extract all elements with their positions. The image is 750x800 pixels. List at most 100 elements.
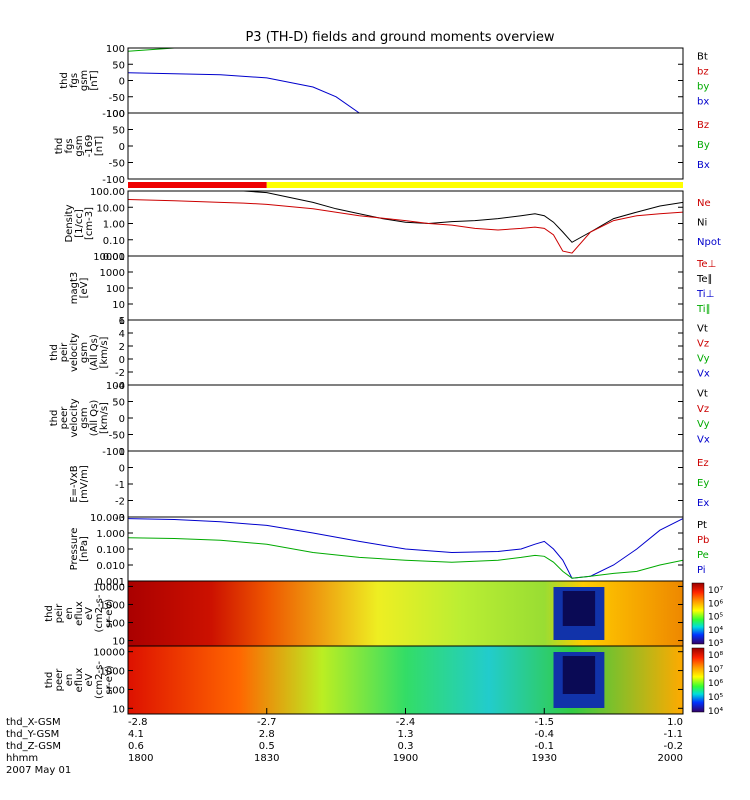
- panel-magt3: 10000 1000 100 10 1 magt3[eV] Te⊥ Te∥ Ti⊥ Ti∥: [69, 252, 716, 327]
- panel-pressure: 10.0001.0000.1000.0100.001Pressure[nPa]P…: [69, 513, 709, 588]
- x-tick-2-4: -0.2: [663, 741, 683, 752]
- y-axis-label-line-fgs-1: fgs: [69, 73, 80, 88]
- mode-bar-fast: [128, 182, 267, 188]
- panel-frame-peer_vel: [127, 384, 684, 452]
- y-tick-label-efield-2: -1: [115, 480, 125, 491]
- colorbar-tick-peir_en-2: 10⁵: [708, 613, 723, 623]
- x-axis-labels: thd_X-GSM thd_Y-GSM thd_Z-GSM hhmm 2007 …: [6, 717, 71, 776]
- y-tick-label-peer_en-0: 10000: [93, 648, 125, 659]
- y-tick-label-pressure-4: 0.001: [96, 577, 125, 588]
- spectrogram-core-peir_en: [562, 591, 596, 626]
- panels: 100500-50-100thdfgsgsm[nT]Btbzbybx100500…: [44, 44, 723, 717]
- y-tick-label-pressure-1: 1.000: [96, 529, 125, 540]
- colorbar-tick-peir_en-3: 10⁴: [708, 626, 723, 636]
- colorbar-tick-peir_en-0: 10⁷: [708, 586, 723, 596]
- y-axis-label-peir_en: thdpeirenefluxeV(cm2-s-sr-eV): [44, 594, 115, 632]
- legend-fgs-bx: bx: [697, 97, 709, 108]
- y-tick-label-efield-3: -2: [115, 497, 125, 508]
- series-density-Ni: [128, 191, 683, 243]
- colorbar-tick-peer_en-1: 10⁷: [708, 665, 723, 675]
- y-tick-label-peir_vel-2: 2: [119, 342, 125, 353]
- y-axis-label-line-peer_en-0: thd: [44, 672, 55, 689]
- x-tick-3-0: 1800: [128, 753, 153, 764]
- x-tick-2-3: -0.1: [534, 741, 554, 752]
- y-tick-label-fgs-3: -50: [109, 93, 125, 104]
- panel-fgs: 100 50 0 -50 -100 thdfgsgsm[nT] Bt bz by bx: [59, 44, 709, 120]
- y-tick-label-peir_en-0: 10000: [93, 582, 125, 593]
- colorbar-tick-peer_en-4: 10⁴: [708, 707, 723, 717]
- x-tick-3-3: 1930: [532, 753, 557, 764]
- y-tick-label-efield-4: -3: [115, 513, 125, 524]
- y-axis-label-line-peer_en-3: eflux: [74, 668, 85, 693]
- y-tick-label-fgs169-1: 50: [112, 126, 125, 137]
- y-tick-label-peer_vel-4: -100: [102, 447, 125, 458]
- y-tick-label-fgs169-0: 100: [106, 109, 125, 120]
- y-tick-label-density-0: 100.00: [90, 187, 125, 198]
- y-axis-label-line-peer_en-2: en: [64, 674, 75, 687]
- ephem-label-y: thd_Y-GSM: [6, 729, 59, 740]
- series-group-fgs: [128, 48, 360, 113]
- panel-frame-efield: [127, 450, 684, 518]
- y-tick-label-peer_vel-2: 0: [119, 414, 125, 425]
- colorbar-peer_en: [691, 647, 705, 713]
- legend-pressure-Pb: Pb: [697, 535, 709, 546]
- y-tick-label-fgs-4: -100: [102, 109, 125, 120]
- x-tick-1-0: 4.1: [128, 729, 144, 740]
- panel-peer_en: 10⁸ 10⁷ 10⁶ 10⁵ 10⁴ 10000 1000 100 10 thdpeerenef…: [44, 645, 723, 717]
- y-tick-label-efield-0: 1: [119, 447, 125, 458]
- ephem-label-hhmm: hhmm: [6, 753, 38, 764]
- series-fgs-by: [128, 48, 182, 52]
- legend-fgs-bz: bz: [697, 66, 709, 77]
- y-axis-label-line-peir_en-0: thd: [44, 605, 55, 622]
- panel-frame-magt3: [127, 255, 684, 321]
- y-tick-label-density-3: 0.10: [103, 236, 125, 247]
- y-axis-label-line-peir_vel-5: [km/s]: [99, 336, 110, 368]
- panel-fgs169: 100 50 0 -50 -100 thdfgsgsm-169[nT] Bz By Bx: [54, 109, 710, 186]
- colorbar-tick-peir_en-1: 10⁶: [708, 599, 723, 609]
- y-axis-label-line-efield-1: [mV/m]: [79, 465, 90, 503]
- x-tick-2-0: 0.6: [128, 741, 144, 752]
- panel-peir_en: 10⁷ 10⁶ 10⁵ 10⁴ 10³ 10000 1000 100 10 thdpeirenef…: [44, 580, 723, 649]
- x-tick-1-1: 2.8: [259, 729, 275, 740]
- panel-frame-fgs: [127, 47, 684, 114]
- y-axis-label-peer_en: thdpeerenefluxeV(cm2-s-sr-eV): [44, 661, 115, 699]
- y-axis-label-magt3: magt3[eV]: [69, 272, 90, 305]
- y-tick-label-peir_vel-0: 6: [119, 316, 125, 327]
- y-axis-label-density: Density[1/cc][cm-3]: [64, 204, 95, 242]
- x-tick-1-2: 1.3: [398, 729, 414, 740]
- panel-frame-peir_vel: [127, 319, 684, 386]
- y-tick-label-pressure-2: 0.100: [96, 545, 125, 556]
- legend-peer_vel-Vz: Vz: [697, 404, 709, 415]
- y-axis-label-line-peir_vel-1: peir: [59, 342, 70, 362]
- y-axis-label-line-peer_vel-4: (All Qs): [89, 400, 100, 437]
- y-tick-label-peer_vel-3: -50: [109, 431, 125, 442]
- series-pressure-Pe: [128, 537, 683, 579]
- x-tick-3-1: 1830: [254, 753, 279, 764]
- x-axis-tick-values: -2.8 -2.7 -2.4 -1.5 1.0 4.1 2.8 1.3 -0.4 -1.1 0.6 0…: [127, 708, 684, 764]
- x-tick-0-1: -2.7: [257, 717, 277, 728]
- panel-frame-density: [127, 190, 684, 257]
- y-axis-label-line-peer_en-4: eV: [84, 673, 95, 686]
- y-tick-label-density-1: 10.00: [96, 203, 125, 214]
- y-tick-label-peer_en-1: 1000: [100, 667, 125, 678]
- x-tick-3-2: 1900: [393, 753, 418, 764]
- legend-pressure-Pt: Pt: [697, 520, 707, 531]
- mode-bar: [128, 182, 683, 188]
- y-tick-label-fgs-1: 50: [112, 60, 125, 71]
- legend-efield-Ey: Ey: [697, 478, 709, 489]
- y-axis-label-line-peir_en-6: sr-eV): [104, 599, 115, 628]
- y-axis-label-fgs169: thdfgsgsm-169[nT]: [54, 135, 105, 158]
- legend-fgs-Bt: Bt: [697, 51, 708, 62]
- y-tick-label-magt3-1: 1000: [100, 268, 125, 279]
- legend-magt3-Te⊥: Te⊥: [696, 259, 716, 270]
- ephem-label-z: thd_Z-GSM: [6, 741, 61, 752]
- x-tick-0-0: -2.8: [128, 717, 148, 728]
- y-axis-label-line-fgs-3: [nT]: [89, 70, 100, 90]
- legend-peer_vel-Vy: Vy: [697, 419, 710, 430]
- ephem-label-x: thd_X-GSM: [6, 717, 61, 728]
- y-tick-label-fgs169-4: -100: [102, 175, 125, 186]
- y-axis-label-line-fgs-0: thd: [59, 72, 70, 89]
- y-axis-label-line-peer_en-5: (cm2-s-: [94, 661, 105, 699]
- x-tick-2-2: 0.3: [398, 741, 414, 752]
